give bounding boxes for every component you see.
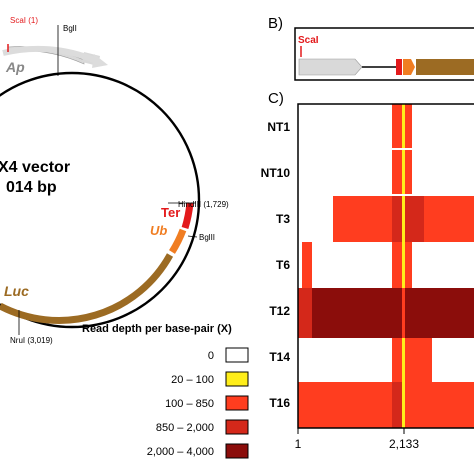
sample-label: T16 [269,396,290,410]
feature-ap-arrowhead [92,54,108,68]
heatmap-cell [405,104,407,148]
heatmap-cell [405,338,412,382]
heatmap-cell [402,382,405,428]
panel-b-letter: B) [268,15,283,32]
construct-site-label: ScaI [298,35,319,46]
heatmap-cell [405,288,474,338]
legend-title: Read depth per base-pair (X) [82,323,232,335]
sample-label: T3 [276,212,290,226]
legend-swatch [225,347,249,363]
heatmap-cell [392,150,394,194]
heatmap-cell [392,104,394,148]
site-bgli-label: BglI [63,24,77,33]
construct-luc [416,59,474,75]
heatmap-cell [392,338,402,382]
construct-ter [396,59,402,75]
heatmap-cell [298,288,312,338]
sample-label: T14 [269,350,290,364]
plasmid-title-line1: X4 vector [0,159,70,176]
heatmap-cell [333,196,392,242]
site-bglii-tick [187,235,198,238]
heatmap-cell [392,382,402,428]
feature-ap-arrow [2,45,96,63]
construct-ub [403,59,415,75]
feature-ub [169,228,187,254]
heatmap-cell [407,150,412,194]
panel-b: B) ScaI [268,15,474,81]
x-tick-label: 1 [295,437,302,451]
plasmid-map: ScaI (1) BglI HindIII (1,729) BglII NruI… [0,16,229,345]
legend: Read depth per base-pair (X) 0 20 – 100 … [82,323,249,459]
legend-label: 2,000 – 4,000 [147,446,214,458]
heatmap-cell [402,242,405,288]
legend-label: 850 – 2,000 [156,422,214,434]
heatmap-cell [405,382,474,428]
sample-label: NT10 [261,166,291,180]
x-tick-label: 2,133 [389,437,419,451]
heatmap-cell [394,150,402,194]
heatmap-cell [392,242,402,288]
feature-luc-label: Luc [4,283,29,299]
legend-swatch [225,395,249,411]
sample-label: T6 [276,258,290,272]
heatmap-cell [392,196,402,242]
legend-label: 100 – 850 [165,398,214,410]
heatmap-cell [402,288,405,338]
heatmap-cell [412,338,432,382]
heatmap-cell [405,242,412,288]
heatmap-cell [394,104,402,148]
heatmap-cell [312,288,392,338]
site-bglii-label: BglII [199,233,215,242]
legend-swatch [225,371,249,387]
heatmap-cell [302,242,312,288]
feature-ap-label: Ap [5,59,25,75]
heatmap-cell [402,104,405,148]
site-scai-label: ScaI (1) [10,16,38,25]
feature-ter-label: Ter [161,205,180,220]
legend-label: 20 – 100 [171,374,214,386]
plasmid-title-line2: 014 bp [6,179,57,196]
feature-luc [0,253,174,324]
legend-swatch [225,443,249,459]
sample-label: NT1 [267,120,290,134]
heatmap-cells [298,104,474,428]
site-nrui-label: NruI (3,019) [10,336,53,345]
heatmap-cell [402,196,405,242]
heatmap-frame [297,103,474,429]
plasmid-backbone [0,71,201,329]
heatmap-cell [405,150,407,194]
heatmap-cell [298,382,392,428]
panel-c-letter: C) [268,90,284,107]
heatmap-cell [407,104,412,148]
heatmap-cell [405,196,424,242]
panel-c: C) NT1 NT10 T3 T6 T12 T14 T16 1 2,133 [261,90,474,451]
heatmap-cell [424,196,474,242]
site-hindiii-label: HindIII (1,729) [178,200,229,209]
legend-label: 0 [208,350,214,362]
heatmap-cell [402,338,405,382]
feature-ub-label: Ub [150,223,167,238]
heatmap-cell [402,150,405,194]
construct-ap-arrow [298,58,363,76]
legend-swatch [225,419,249,435]
heatmap-cell [392,288,402,338]
sample-label: T12 [269,304,290,318]
